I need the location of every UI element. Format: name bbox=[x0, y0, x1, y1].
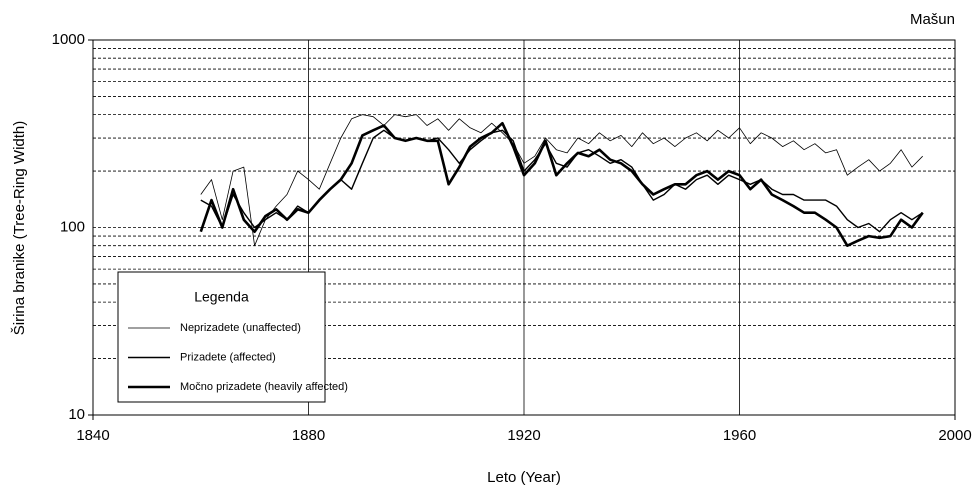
series-line bbox=[200, 114, 923, 247]
x-tick-label: 1920 bbox=[507, 427, 540, 444]
y-axis-label: Širina branike (Tree-Ring Width) bbox=[11, 121, 28, 336]
y-tick-label: 1000 bbox=[52, 31, 85, 48]
plot-frame bbox=[92, 39, 956, 416]
series-line bbox=[200, 129, 924, 233]
x-axis-label: Leto (Year) bbox=[487, 469, 561, 486]
x-tick-label: 1840 bbox=[76, 427, 109, 444]
legend-box bbox=[117, 271, 326, 403]
legend-title: Legenda bbox=[194, 289, 249, 305]
y-tick-label: 10 bbox=[68, 406, 85, 423]
x-tick-label: 1960 bbox=[723, 427, 756, 444]
x-tick-label: 2000 bbox=[938, 427, 971, 444]
x-tick-label: 1880 bbox=[292, 427, 325, 444]
legend-label: Močno prizadete (heavily affected) bbox=[180, 381, 348, 393]
chart-title: Mašun bbox=[910, 11, 955, 28]
legend-label: Neprizadete (unaffected) bbox=[180, 322, 301, 334]
series-line bbox=[199, 121, 924, 247]
y-tick-label: 100 bbox=[60, 218, 85, 235]
legend-label: Prizadete (affected) bbox=[180, 351, 276, 363]
